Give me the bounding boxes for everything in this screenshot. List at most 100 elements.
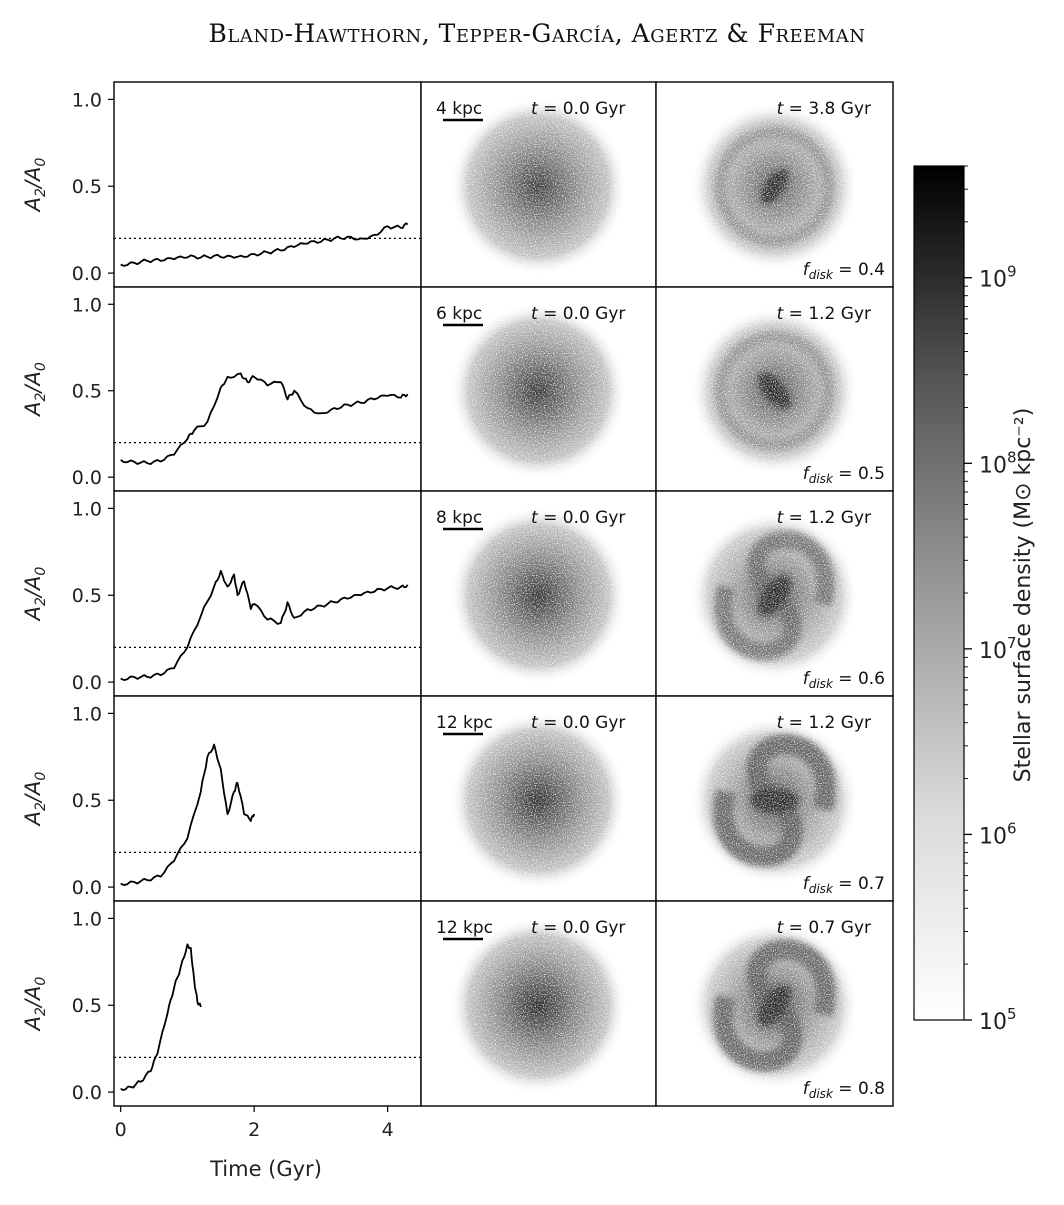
y-tick-label: 0.0 xyxy=(72,672,102,694)
galaxy-disk xyxy=(450,98,627,275)
initial-snapshot-panel: 8 kpc t = 0.0 Gyr xyxy=(420,490,657,697)
time-value: 0.0 Gyr xyxy=(563,918,626,938)
initial-snapshot-panel: 6 kpc t = 0.0 Gyr xyxy=(420,286,657,492)
y-tick-label: 0.5 xyxy=(72,176,102,198)
time-label: t = 3.8 Gyr xyxy=(777,99,871,119)
colorbar-tick-label: 109 xyxy=(979,263,1017,293)
fdisk-label: fdisk = 0.8 xyxy=(803,1079,885,1101)
line-plot-frame xyxy=(113,286,422,492)
y-tick-label: 1.0 xyxy=(72,294,102,316)
line-plot-frame xyxy=(113,695,422,902)
page-header: Bland-Hawthorn, Tepper-García, Agertz & … xyxy=(209,19,866,48)
a2-series-line xyxy=(120,222,409,267)
time-value: 0.0 Gyr xyxy=(563,713,626,733)
evolved-snapshot-panel: t = 1.2 Gyr fdisk = 0.5 xyxy=(655,286,894,492)
galaxy-disk xyxy=(690,511,859,680)
time-label: t = 0.7 Gyr xyxy=(777,918,871,938)
line-plot-frame xyxy=(113,490,422,697)
time-value: 1.2 Gyr xyxy=(808,713,871,733)
fdisk-label: fdisk = 0.7 xyxy=(803,874,885,896)
fdisk-value: 0.8 xyxy=(858,1079,885,1099)
figure-rows: 0.0 0.5 1.0 A2/A0 4 kpc t = 0.0 Gyr t = 3.8 Gy… xyxy=(21,81,894,1141)
evolved-snapshot-panel: t = 1.2 Gyr fdisk = 0.7 xyxy=(655,695,894,902)
y-tick-label: 0.0 xyxy=(72,263,102,285)
y-tick-label: 1.0 xyxy=(72,89,102,111)
y-tick-label: 0.0 xyxy=(72,877,102,899)
scale-bar-label: 4 kpc xyxy=(436,99,482,119)
time-value: 0.7 Gyr xyxy=(808,918,871,938)
galaxy-disk xyxy=(450,507,627,684)
figure-row: 0.0 0.5 1.0 A2/A0 12 kpc t = 0.0 Gyr t = 1.2 G… xyxy=(21,695,894,902)
colorbar-tick-label: 107 xyxy=(979,634,1017,664)
time-value: 3.8 Gyr xyxy=(808,99,871,119)
scale-bar-label: 12 kpc xyxy=(436,713,493,733)
fdisk-label: fdisk = 0.5 xyxy=(803,464,885,486)
time-value: 0.0 Gyr xyxy=(563,304,626,324)
scale-bar-label: 12 kpc xyxy=(436,918,493,938)
x-tick-label: 2 xyxy=(248,1119,260,1141)
fdisk-value: 0.4 xyxy=(858,260,885,280)
time-label: t = 0.0 Gyr xyxy=(531,713,625,733)
colorbar-tick-label: 108 xyxy=(979,448,1017,478)
figure-row: 0.0 0.5 1.0 A2/A0 6 kpc t = 0.0 Gyr t = 1.2 Gy… xyxy=(21,286,894,492)
time-label: t = 1.2 Gyr xyxy=(777,508,871,528)
y-axis-label: A2/A0 xyxy=(21,567,49,623)
scale-bar-label: 8 kpc xyxy=(436,508,482,528)
colorbar-tick-label: 106 xyxy=(979,819,1017,849)
galaxy-disk xyxy=(450,917,627,1094)
x-tick-label: 4 xyxy=(382,1119,394,1141)
galaxy-disk xyxy=(450,303,627,479)
scale-bar-label: 6 kpc xyxy=(436,304,482,324)
evolved-snapshot-panel: t = 1.2 Gyr fdisk = 0.6 xyxy=(655,490,894,697)
y-tick-label: 1.0 xyxy=(72,908,102,930)
time-label: t = 0.0 Gyr xyxy=(531,918,625,938)
colorbar-ticks: 109 108 107 106 105 xyxy=(964,165,1017,1035)
y-tick-label: 1.0 xyxy=(72,703,102,725)
fdisk-value: 0.7 xyxy=(858,874,885,894)
time-value: 1.2 Gyr xyxy=(808,508,871,528)
galaxy-disk xyxy=(690,102,859,271)
fdisk-label: fdisk = 0.6 xyxy=(803,669,885,691)
colorbar-gradient xyxy=(913,165,965,1021)
figure-row: 0.0 0.5 1.0 A2/A0 0 2 4 12 kpc t = 0.0 Gyr t = 0.… xyxy=(21,900,894,1141)
time-value: 0.0 Gyr xyxy=(563,99,626,119)
time-value: 0.0 Gyr xyxy=(563,508,626,528)
colorbar: 109 108 107 106 105 Stellar surface density … xyxy=(913,165,1036,1035)
initial-snapshot-panel: 4 kpc t = 0.0 Gyr xyxy=(420,81,657,288)
y-axis-label: A2/A0 xyxy=(21,772,49,828)
a2-series-line xyxy=(120,372,409,465)
y-tick-label: 0.0 xyxy=(72,1082,102,1104)
time-label: t = 0.0 Gyr xyxy=(531,508,625,528)
evolved-snapshot-panel: t = 3.8 Gyr fdisk = 0.4 xyxy=(655,81,894,288)
figure-row: 0.0 0.5 1.0 A2/A0 8 kpc t = 0.0 Gyr t = 1.2 Gy… xyxy=(21,490,894,697)
fdisk-value: 0.5 xyxy=(858,464,885,484)
y-tick-label: 0.5 xyxy=(72,381,102,403)
galaxy-disk xyxy=(450,712,627,889)
x-tick-label: 0 xyxy=(115,1119,127,1141)
a2-series-line xyxy=(120,943,202,1091)
galaxy-disk xyxy=(691,307,858,475)
a2-series-line xyxy=(120,743,256,886)
y-axis-label: A2/A0 xyxy=(21,362,49,418)
time-label: t = 0.0 Gyr xyxy=(531,304,625,324)
y-tick-label: 0.0 xyxy=(72,467,102,489)
initial-snapshot-panel: 12 kpc t = 0.0 Gyr xyxy=(420,900,657,1107)
figure-row: 0.0 0.5 1.0 A2/A0 4 kpc t = 0.0 Gyr t = 3.8 Gy… xyxy=(21,81,894,288)
x-axis-label: Time (Gyr) xyxy=(209,1157,322,1181)
y-axis-label: A2/A0 xyxy=(21,158,49,214)
y-tick-label: 1.0 xyxy=(72,498,102,520)
time-label: t = 1.2 Gyr xyxy=(777,304,871,324)
fdisk-label: fdisk = 0.4 xyxy=(803,260,885,282)
colorbar-tick-label: 105 xyxy=(979,1005,1017,1035)
colorbar-label: Stellar surface density (M⊙ kpc⁻²) xyxy=(1011,408,1036,783)
y-tick-label: 0.5 xyxy=(72,790,102,812)
initial-snapshot-panel: 12 kpc t = 0.0 Gyr xyxy=(420,695,657,902)
time-label: t = 0.0 Gyr xyxy=(531,99,625,119)
a2-series-line xyxy=(120,570,409,681)
line-plot-frame xyxy=(113,81,422,288)
time-label: t = 1.2 Gyr xyxy=(777,713,871,733)
line-plot-frame xyxy=(113,900,422,1107)
y-axis-label: A2/A0 xyxy=(21,977,49,1033)
